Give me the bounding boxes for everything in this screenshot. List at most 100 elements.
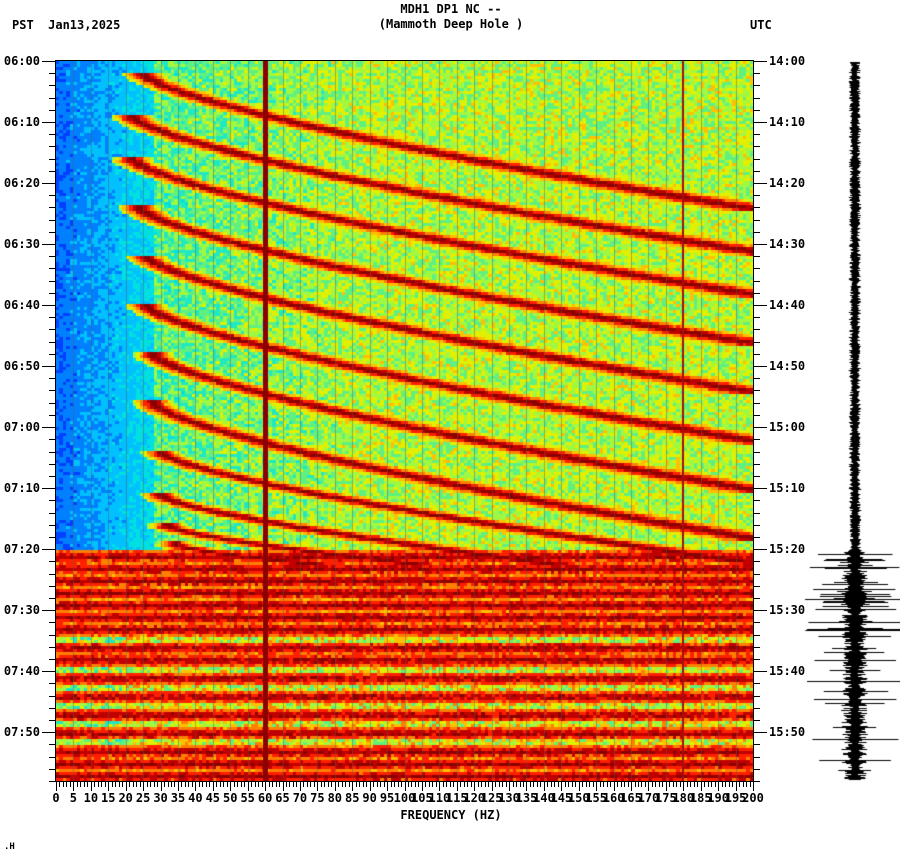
freq-tick-minor (174, 782, 176, 787)
freq-tick-label: 45 (205, 791, 221, 805)
freq-tick-major (387, 782, 389, 791)
axis-tick-minor (49, 524, 56, 526)
axis-tick-minor (49, 719, 56, 721)
freq-tick-minor (519, 782, 521, 787)
axis-tick-minor (49, 707, 56, 709)
axis-tick-minor (49, 85, 56, 87)
axis-tick-major (42, 122, 56, 124)
freq-tick-minor (306, 782, 308, 787)
axis-tick-minor (753, 390, 760, 392)
axis-tick-minor (753, 292, 760, 294)
axis-tick-minor (753, 744, 760, 746)
freq-tick-label: 60 (257, 791, 273, 805)
axis-tick-label: 06:30 (3, 237, 40, 252)
freq-tick-minor (672, 782, 674, 787)
freq-tick-minor (254, 782, 256, 787)
freq-tick-minor (477, 782, 479, 787)
freq-tick-minor (550, 782, 552, 787)
axis-tick-minor (753, 341, 760, 343)
axis-tick-minor (753, 317, 760, 319)
axis-tick-major (753, 61, 767, 62)
axis-tick-label: 07:10 (3, 481, 40, 496)
freq-tick-major (334, 782, 336, 791)
freq-tick-minor (554, 782, 556, 787)
freq-tick-minor (310, 782, 312, 787)
freq-tick-label: 165 (620, 791, 642, 805)
freq-tick-minor (634, 782, 636, 787)
freq-tick-minor (69, 782, 71, 787)
freq-tick-minor (373, 782, 375, 787)
freq-tick-minor (721, 782, 723, 787)
axis-tick-major (42, 671, 56, 673)
axis-tick-minor (753, 268, 760, 270)
axis-tick-major (753, 549, 767, 551)
chart-title-block: MDH1 DP1 NC -- (Mammoth Deep Hole ) (0, 2, 902, 32)
axis-tick-minor (49, 292, 56, 294)
axis-tick-minor (753, 170, 760, 172)
freq-tick-minor (495, 782, 497, 787)
freq-tick-major (631, 782, 633, 791)
freq-tick-label: 30 (153, 791, 168, 805)
freq-tick-minor (407, 782, 409, 787)
axis-tick-minor (49, 744, 56, 746)
axis-tick-minor (49, 109, 56, 111)
axis-tick-label: 15:20 (769, 542, 806, 557)
freq-tick-minor (136, 782, 138, 787)
freq-tick-minor (292, 782, 294, 787)
freq-tick-label: 150 (567, 791, 590, 805)
freq-tick-minor (505, 782, 507, 787)
axis-tick-minor (753, 97, 760, 99)
axis-tick-minor (753, 512, 760, 514)
freq-tick-minor (637, 782, 639, 787)
axis-tick-major (753, 671, 767, 673)
freq-tick-minor (669, 782, 671, 787)
freq-tick-minor (679, 782, 681, 787)
freq-tick-major (212, 782, 214, 791)
axis-tick-minor (753, 524, 760, 526)
axis-tick-minor (753, 109, 760, 111)
axis-tick-minor (753, 622, 760, 624)
freq-tick-minor (279, 782, 281, 787)
freq-tick-minor (345, 782, 347, 787)
axis-tick-major (753, 732, 767, 734)
axis-tick-minor (753, 195, 760, 197)
freq-tick-minor (714, 782, 716, 787)
freq-tick-minor (324, 782, 326, 787)
freq-tick-minor (463, 782, 465, 787)
freq-tick-minor (313, 782, 315, 787)
freq-tick-minor (362, 782, 364, 787)
freq-tick-minor (132, 782, 134, 787)
axis-tick-minor (753, 329, 760, 331)
axis-tick-minor (753, 768, 760, 770)
freq-tick-minor (686, 782, 688, 787)
axis-tick-minor (49, 658, 56, 660)
seismogram-trace-canvas (800, 60, 900, 782)
axis-tick-major (42, 61, 56, 62)
freq-tick-label: 40 (188, 791, 203, 805)
freq-tick-minor (76, 782, 78, 787)
freq-tick-minor (564, 782, 566, 787)
freq-tick-label: 95 (379, 791, 395, 805)
freq-tick-label: 170 (637, 791, 660, 805)
freq-tick-major (282, 782, 284, 791)
freq-tick-minor (272, 782, 274, 787)
time-axis-utc: 14:00 14:10 14:20 14:30 14:40 14:50 15:00 15:10… (753, 55, 809, 782)
freq-tick-minor (414, 782, 416, 787)
freq-tick-minor (383, 782, 385, 787)
freq-tick-label: 125 (480, 791, 503, 805)
freq-tick-label: 75 (310, 791, 325, 805)
freq-tick-minor (582, 782, 584, 787)
axis-tick-minor (753, 646, 760, 648)
freq-tick-minor (571, 782, 573, 787)
freq-tick-minor (644, 782, 646, 787)
freq-tick-label: 55 (240, 791, 255, 805)
freq-tick-label: 15 (101, 791, 116, 805)
freq-tick-minor (366, 782, 368, 787)
freq-tick-minor (296, 782, 298, 787)
freq-tick-minor (432, 782, 434, 787)
freq-tick-minor (157, 782, 159, 787)
axis-tick-label: 14:00 (769, 54, 806, 68)
axis-tick-major (753, 427, 767, 429)
freq-tick-label: 115 (445, 791, 468, 805)
